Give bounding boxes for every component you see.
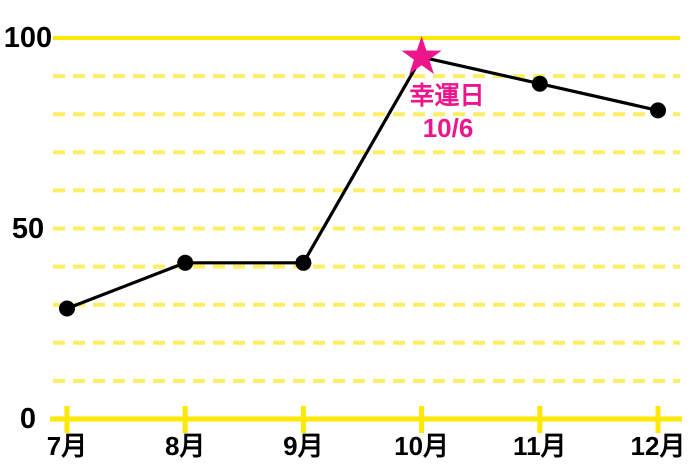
x-axis-label: 10月: [394, 431, 449, 461]
annotation-date: 10/6: [423, 113, 474, 143]
data-point: [59, 300, 75, 317]
data-point: [650, 102, 666, 119]
y-axis-label: 50: [12, 213, 44, 245]
annotation-label: 幸運日: [409, 82, 484, 110]
x-axis-label: 7月: [47, 431, 87, 461]
y-axis-label: 100: [4, 22, 52, 54]
data-line: [66, 55, 659, 310]
data-point: [295, 254, 312, 271]
x-axis-label: 12月: [631, 431, 686, 461]
y-axis-label: 0: [20, 403, 36, 435]
lucky-star-icon: [401, 36, 442, 74]
x-axis-label: 9月: [283, 431, 323, 461]
data-point: [177, 254, 194, 271]
data-point: [531, 75, 548, 92]
x-axis-label: 11月: [513, 431, 567, 461]
x-axis-label: 8月: [165, 431, 205, 461]
